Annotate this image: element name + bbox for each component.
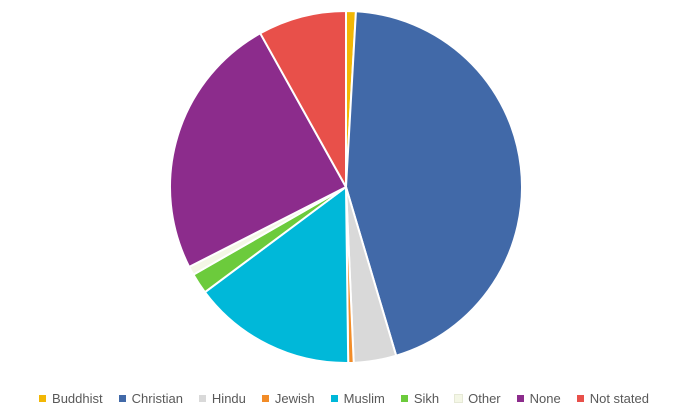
legend-swatch-muslim (330, 394, 338, 402)
legend-label-muslim: Muslim (343, 390, 385, 406)
legend-item-muslim: Muslim (330, 390, 385, 406)
legend-swatch-christian (118, 394, 126, 402)
pie-slice-none (169, 32, 347, 268)
legend-label-jewish: Jewish (274, 390, 315, 406)
legend-swatch-hindu (198, 394, 206, 402)
legend-item-christian: Christian (118, 390, 183, 406)
legend-item-hindu: Hindu (198, 390, 246, 406)
pie-slice-christian (345, 10, 523, 357)
legend-label-buddhist: Buddhist (52, 390, 103, 406)
legend-item-buddhist: Buddhist (39, 391, 103, 406)
pie-slice-not-stated (259, 10, 347, 188)
legend-label-hindu: Hindu (211, 390, 246, 406)
chart-legend: Buddhist Christian Hindu Jewish Muslim Sikh Ot… (0, 388, 688, 408)
legend-swatch-other (454, 393, 464, 403)
legend-swatch-not-stated (576, 394, 584, 402)
legend-swatch-jewish (261, 394, 269, 402)
legend-swatch-none (516, 394, 524, 402)
pie-slice-muslim (203, 186, 350, 364)
legend-label-sikh: Sikh (413, 390, 440, 406)
legend-label-none: None (529, 390, 561, 406)
legend-item-none: None (516, 390, 561, 406)
legend-swatch-sikh (400, 394, 408, 402)
pie-chart-svg (169, 9, 523, 364)
legend-label-not-stated: Not stated (589, 390, 649, 406)
legend-swatch-buddhist (39, 394, 47, 402)
legend-item-other: Other (454, 390, 501, 406)
legend-label-christian: Christian (131, 390, 183, 406)
legend-item-jewish: Jewish (261, 390, 315, 406)
legend-item-not-stated: Not stated (576, 390, 649, 406)
legend-label-other: Other (468, 390, 501, 406)
legend-item-sikh: Sikh (400, 390, 440, 406)
